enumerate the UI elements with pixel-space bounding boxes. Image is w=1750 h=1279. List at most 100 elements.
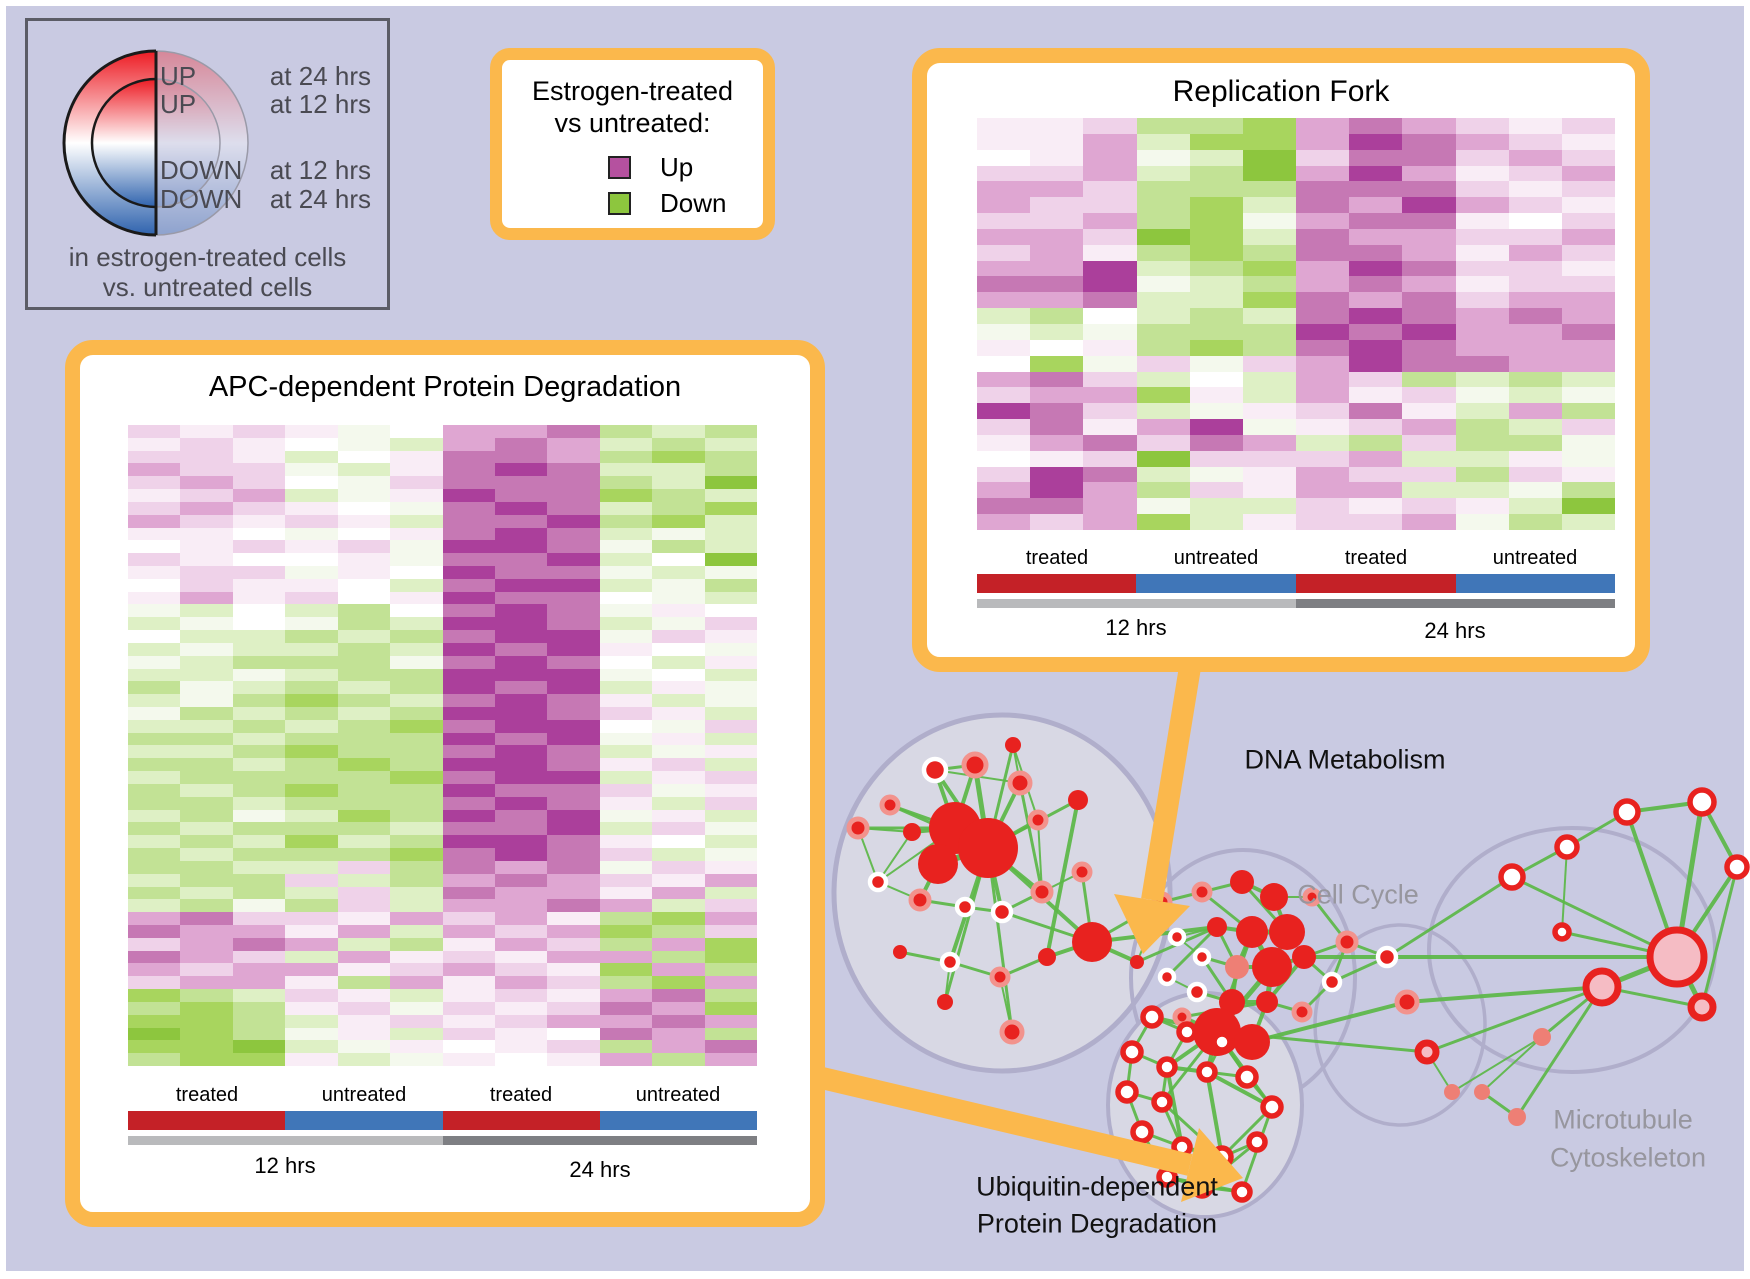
heatmap-cell: [704, 1014, 757, 1028]
heatmap-cell: [232, 642, 286, 656]
heatmap-cell: [1136, 292, 1190, 309]
heatmap-cell: [232, 591, 286, 605]
heatmap-cell: [128, 1040, 181, 1054]
heatmap-cell: [494, 912, 548, 925]
network-node: [990, 900, 1014, 924]
heatmap-cell: [547, 950, 600, 964]
heatmap-cell: [599, 527, 653, 541]
heatmap-cell: [547, 989, 600, 1002]
heatmap-cell: [442, 783, 495, 797]
heatmap-cell: [1508, 149, 1562, 166]
heatmap-cell: [1083, 403, 1137, 420]
heatmap-cell: [442, 604, 495, 618]
heatmap-cell: [337, 476, 391, 490]
heatmap-cell: [442, 873, 495, 887]
heatmap-cell: [285, 591, 338, 605]
heatmap-cell: [704, 694, 757, 708]
heatmap-cell: [180, 681, 233, 695]
heatmap-cell: [442, 476, 495, 490]
heatmap-cell: [1083, 324, 1137, 340]
heatmap-cell: [1030, 292, 1084, 309]
heatmap-cell: [1030, 165, 1084, 182]
heatmap-cell: [232, 553, 286, 567]
heatmap-cell: [337, 963, 391, 977]
heatmap-cell: [1136, 133, 1190, 150]
heatmap-cell: [494, 578, 548, 592]
heatmap-cell: [285, 514, 338, 528]
heatmap-cell: [1030, 149, 1084, 166]
heatmap-cell: [232, 425, 286, 438]
heatmap-cell: [1402, 339, 1456, 356]
heatmap-cell: [390, 1001, 443, 1015]
heatmap-cell: [232, 630, 286, 643]
heatmap-cell: [390, 450, 443, 464]
heatmap-cell: [704, 860, 757, 874]
heatmap-cell: [547, 835, 600, 849]
heatmap-cell: [1561, 181, 1615, 198]
heatmap-cell: [704, 527, 757, 541]
heatmap-cell: [1402, 213, 1456, 229]
heatmap-cell: [128, 578, 181, 592]
heatmap-cell: [390, 796, 443, 810]
heatmap-cell: [1296, 403, 1350, 420]
heatmap-cell: [1561, 133, 1615, 150]
heatmap-cell: [442, 989, 495, 1002]
heatmap-cell: [390, 540, 443, 554]
network-edge: [1406, 985, 1603, 1004]
heatmap-cell: [652, 527, 705, 541]
heatmap-cell: [1561, 434, 1615, 451]
heatmap-cell: [652, 668, 705, 682]
heatmap-cell: [704, 809, 757, 823]
network-node: [1115, 1080, 1139, 1104]
heatmap-cell: [390, 912, 443, 925]
heatmap-cell: [704, 707, 757, 720]
heatmap-cell: [337, 950, 391, 964]
heatmap-cell: [390, 642, 443, 656]
heatmap-cell: [1083, 276, 1137, 293]
heatmap-cell: [1083, 450, 1137, 467]
heatmap-cell: [547, 924, 600, 938]
heatmap-cell: [599, 553, 653, 567]
heatmap-cell: [547, 796, 600, 810]
heatmap-cell: [285, 886, 338, 900]
network-node: [1219, 989, 1245, 1015]
heatmap-cell: [128, 681, 181, 695]
heatmap-cell: [1402, 482, 1456, 499]
heatmap-cell: [442, 835, 495, 849]
heatmap-cell: [1083, 482, 1137, 499]
network-node: [1030, 880, 1054, 904]
heatmap-cell: [442, 912, 495, 925]
heatmap-cell: [337, 463, 391, 477]
heatmap-cell: [180, 732, 233, 746]
heatmap-cell: [1508, 292, 1562, 309]
heatmap-cell: [494, 873, 548, 887]
heatmap-cell: [1136, 466, 1190, 483]
heatmap-cell: [128, 758, 181, 772]
heatmap-cell: [1349, 292, 1403, 309]
apc-24hrs-bar: [443, 1136, 757, 1145]
heatmap-cell: [547, 450, 600, 464]
heatmap-cell: [1402, 387, 1456, 404]
heatmap-cell: [442, 796, 495, 810]
heatmap-cell: [1561, 371, 1615, 388]
heatmap-cell: [1349, 149, 1403, 166]
heatmap-cell: [1083, 133, 1137, 150]
heatmap-cell: [1242, 498, 1296, 515]
heatmap-cell: [337, 1027, 391, 1041]
heatmap-cell: [652, 642, 705, 656]
heatmap-cell: [232, 540, 286, 554]
rings-faded-half: [156, 51, 248, 235]
network-node: [1321, 971, 1343, 993]
network-node: [1302, 887, 1322, 907]
heatmap-cell: [1455, 514, 1509, 530]
heatmap-cell: [128, 425, 181, 438]
heatmap-cell: [494, 617, 548, 631]
heatmap-cell: [285, 1001, 338, 1015]
heatmap-cell: [1455, 260, 1509, 277]
heatmap-cell: [704, 745, 757, 759]
heatmap-cell: [599, 937, 653, 951]
heatmap-cell: [1349, 514, 1403, 530]
network-node: [1260, 1095, 1284, 1119]
heatmap-cell: [442, 1027, 495, 1041]
